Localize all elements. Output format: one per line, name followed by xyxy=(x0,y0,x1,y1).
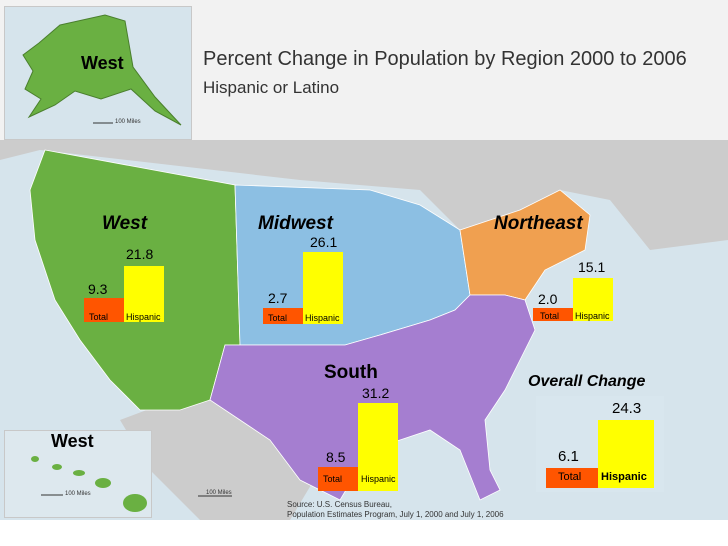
midwest-total-bar xyxy=(263,308,303,324)
page-title: Percent Change in Population by Region 2… xyxy=(203,48,687,70)
overall-total-value: 6.1 xyxy=(558,448,579,465)
northeast-hispanic-bar xyxy=(573,278,613,321)
hawaii-inset: West 100 Miles xyxy=(4,430,152,518)
overall-hispanic-bar xyxy=(598,420,654,488)
west-hispanic-value: 21.8 xyxy=(126,246,154,262)
west-total-bar xyxy=(84,298,124,322)
alaska-map xyxy=(22,14,182,126)
overall-change-title: Overall Change xyxy=(528,373,646,390)
midwest-hispanic-bar xyxy=(303,252,343,324)
source-line-1: Source: U.S. Census Bureau, xyxy=(287,500,392,509)
south-total-label: Total xyxy=(323,474,343,484)
alaska-label: West xyxy=(81,53,124,73)
south-total-bar xyxy=(318,467,358,491)
overall-total-label: Total xyxy=(558,471,582,483)
hawaii-label: West xyxy=(51,431,94,451)
midwest-hispanic-label: Hispanic xyxy=(305,313,340,323)
midwest-total-label: Total xyxy=(268,313,288,323)
south-hispanic-bar xyxy=(358,403,398,491)
northeast-region-label: Northeast xyxy=(494,213,583,234)
south-region xyxy=(209,294,536,501)
page-subtitle: Hispanic or Latino xyxy=(203,78,340,97)
south-region-label: South xyxy=(324,362,378,383)
midwest-region-label: Midwest xyxy=(258,213,333,234)
west-total-label: Total xyxy=(89,312,109,322)
alaska-scale: 100 Miles xyxy=(115,119,141,125)
west-hispanic-bar xyxy=(124,266,164,322)
west-hispanic-label: Hispanic xyxy=(126,312,161,322)
overall-hispanic-label: Hispanic xyxy=(601,471,647,483)
overall-hispanic-value: 24.3 xyxy=(612,400,642,417)
south-total-value: 8.5 xyxy=(326,449,346,465)
west-total-value: 9.3 xyxy=(88,281,108,297)
west-region-label: West xyxy=(102,213,148,234)
alaska-inset: West 100 Miles xyxy=(4,6,192,140)
overall-total-bar xyxy=(546,468,598,488)
hawaii-scale: 100 Miles xyxy=(65,491,91,497)
source-line-2: Population Estimates Program, July 1, 20… xyxy=(287,510,504,519)
south-hispanic-value: 31.2 xyxy=(362,385,390,401)
source-note: Source: U.S. Census Bureau, Population E… xyxy=(287,500,504,520)
northeast-total-bar xyxy=(533,308,573,321)
south-hispanic-label: Hispanic xyxy=(361,474,396,484)
northeast-hispanic-value: 15.1 xyxy=(578,259,606,275)
northeast-hispanic-label: Hispanic xyxy=(575,311,610,321)
northeast-total-label: Total xyxy=(540,311,560,321)
midwest-hispanic-value: 26.1 xyxy=(310,234,338,250)
hawaii-map xyxy=(31,456,147,512)
main-scale: 100 Miles xyxy=(206,490,232,496)
northeast-total-value: 2.0 xyxy=(538,291,558,307)
midwest-total-value: 2.7 xyxy=(268,290,288,306)
